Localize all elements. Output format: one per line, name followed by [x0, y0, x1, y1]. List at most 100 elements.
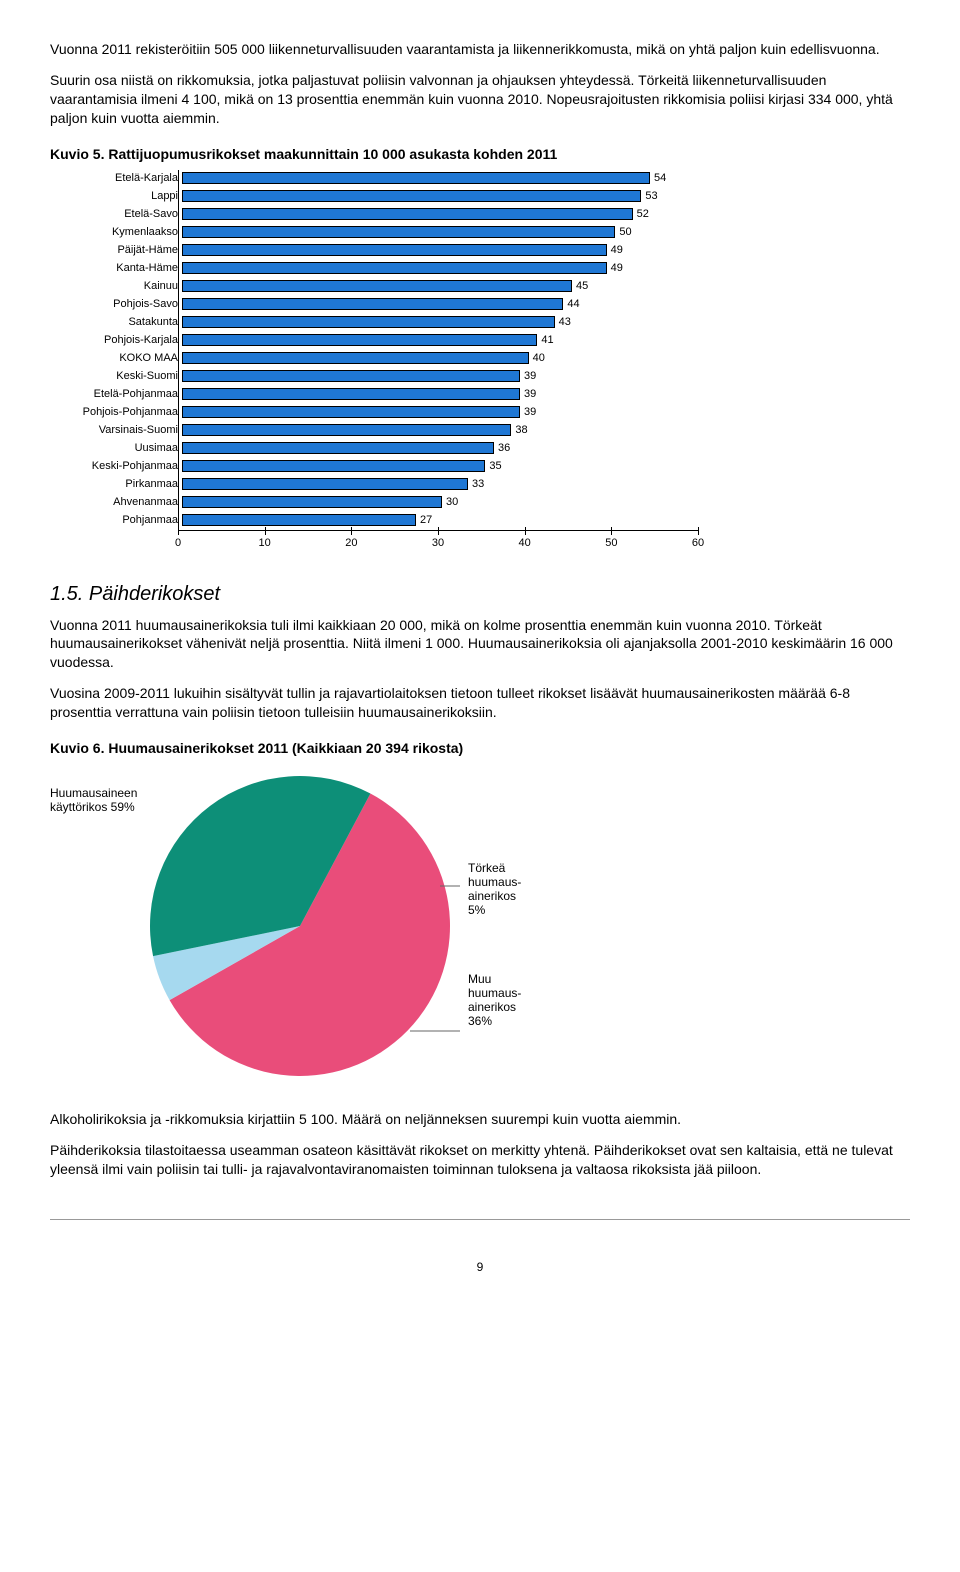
bar-label: Keski-Suomi [50, 370, 182, 382]
axis-tick-label: 0 [175, 537, 181, 549]
bar-value: 27 [420, 513, 432, 527]
bar-value: 40 [533, 351, 545, 365]
bar-label: Etelä-Karjala [50, 172, 182, 184]
bar-row: KOKO MAA 40 [50, 350, 910, 366]
bar-label: Etelä-Pohjanmaa [50, 388, 182, 400]
bar-fill [182, 316, 555, 328]
bar-fill [182, 478, 468, 490]
bar-row: Varsinais-Suomi 38 [50, 422, 910, 438]
bar-fill [182, 460, 485, 472]
bar-value: 53 [645, 189, 657, 203]
bar-value: 49 [611, 243, 623, 257]
bar-label: Pohjanmaa [50, 514, 182, 526]
bar-row: Pohjois-Karjala 41 [50, 332, 910, 348]
bar-value: 35 [489, 459, 501, 473]
bar-label: KOKO MAA [50, 352, 182, 364]
bar-row: Keski-Pohjanmaa 35 [50, 458, 910, 474]
bar-label: Keski-Pohjanmaa [50, 460, 182, 472]
bar-value: 33 [472, 477, 484, 491]
bar-fill [182, 442, 494, 454]
paragraph-5: Alkoholirikoksia ja -rikkomuksia kirjatt… [50, 1110, 910, 1129]
bar-value: 39 [524, 387, 536, 401]
bar-label: Pohjois-Savo [50, 298, 182, 310]
bar-value: 45 [576, 279, 588, 293]
bar-value: 50 [619, 225, 631, 239]
bar-row: Kanta-Häme 49 [50, 260, 910, 276]
bar-fill [182, 298, 563, 310]
paragraph-1: Vuonna 2011 rekisteröitiin 505 000 liike… [50, 40, 910, 59]
section-1-5-title: 1.5. Päihderikokset [50, 583, 910, 606]
bar-label: Uusimaa [50, 442, 182, 454]
bar-fill [182, 190, 641, 202]
axis-tick-label: 60 [692, 537, 704, 549]
pie-legend-item: Muuhuumaus-ainerikos36% [468, 972, 521, 1028]
bar-label: Ahvenanmaa [50, 496, 182, 508]
bar-row: Etelä-Savo52 [50, 206, 910, 222]
pie-svg [140, 766, 460, 1086]
bar-label: Varsinais-Suomi [50, 424, 182, 436]
bar-fill [182, 172, 650, 184]
bar-label: Kymenlaakso [50, 226, 182, 238]
bar-fill [182, 226, 615, 238]
bar-row: Etelä-Karjala 54 [50, 170, 910, 186]
paragraph-3: Vuonna 2011 huumausainerikoksia tuli ilm… [50, 616, 910, 673]
pie-label-left: Huumausaineenkäyttörikos 59% [50, 786, 140, 814]
bar-row: Uusimaa36 [50, 440, 910, 456]
bar-label: Etelä-Savo [50, 208, 182, 220]
bar-label: Pohjois-Pohjanmaa [50, 406, 182, 418]
axis-tick-label: 40 [519, 537, 531, 549]
bar-fill [182, 280, 572, 292]
bar-fill [182, 496, 442, 508]
bar-row: Päijät-Häme 49 [50, 242, 910, 258]
bar-fill [182, 370, 520, 382]
bar-row: Pohjanmaa 27 [50, 512, 910, 528]
bar-fill [182, 352, 529, 364]
axis-tick-label: 30 [432, 537, 444, 549]
pie-chart: Huumausaineenkäyttörikos 59% Törkeähuuma… [50, 766, 910, 1086]
bar-value: 54 [654, 171, 666, 185]
bar-row: Kymenlaakso 50 [50, 224, 910, 240]
paragraph-2: Suurin osa niistä on rikkomuksia, jotka … [50, 71, 910, 128]
bar-row: Pohjois-Savo 44 [50, 296, 910, 312]
bar-value: 41 [541, 333, 553, 347]
bar-chart: Etelä-Karjala 54 Lappi53 Etelä-Savo52 Kymenl… [50, 170, 910, 555]
bar-fill [182, 334, 537, 346]
bar-value: 39 [524, 369, 536, 383]
bar-value: 43 [559, 315, 571, 329]
bar-label: Satakunta [50, 316, 182, 328]
axis-tick-label: 50 [605, 537, 617, 549]
bar-row: Pirkanmaa 33 [50, 476, 910, 492]
bar-fill [182, 244, 607, 256]
bar-row: Pohjois-Pohjanmaa 39 [50, 404, 910, 420]
bar-label: Pirkanmaa [50, 478, 182, 490]
bar-label: Kainuu [50, 280, 182, 292]
bar-fill [182, 208, 633, 220]
bar-fill [182, 388, 520, 400]
bar-value: 30 [446, 495, 458, 509]
bar-row: Lappi53 [50, 188, 910, 204]
kuvio6-title: Kuvio 6. Huumausainerikokset 2011 (Kaikk… [50, 740, 910, 756]
bar-label: Päijät-Häme [50, 244, 182, 256]
page-number: 9 [50, 1260, 910, 1274]
paragraph-4: Vuosina 2009-2011 lukuihin sisältyvät tu… [50, 684, 910, 722]
bar-value: 38 [515, 423, 527, 437]
kuvio5-title: Kuvio 5. Rattijuopumusrikokset maakunnit… [50, 146, 910, 162]
bar-row: Kainuu 45 [50, 278, 910, 294]
bar-label: Kanta-Häme [50, 262, 182, 274]
bar-fill [182, 406, 520, 418]
footer-divider [50, 1219, 910, 1220]
bar-value: 44 [567, 297, 579, 311]
axis-tick-label: 10 [259, 537, 271, 549]
bar-row: Etelä-Pohjanmaa 39 [50, 386, 910, 402]
axis-tick-label: 20 [345, 537, 357, 549]
pie-legend-item: Törkeähuumaus-ainerikos5% [468, 861, 521, 917]
bar-value: 49 [611, 261, 623, 275]
paragraph-6: Päihderikoksia tilastoitaessa useamman o… [50, 1141, 910, 1179]
bar-value: 39 [524, 405, 536, 419]
bar-fill [182, 424, 511, 436]
bar-fill [182, 262, 607, 274]
bar-row: Ahvenanmaa 30 [50, 494, 910, 510]
bar-row: Keski-Suomi 39 [50, 368, 910, 384]
bar-label: Pohjois-Karjala [50, 334, 182, 346]
bar-fill [182, 514, 416, 526]
